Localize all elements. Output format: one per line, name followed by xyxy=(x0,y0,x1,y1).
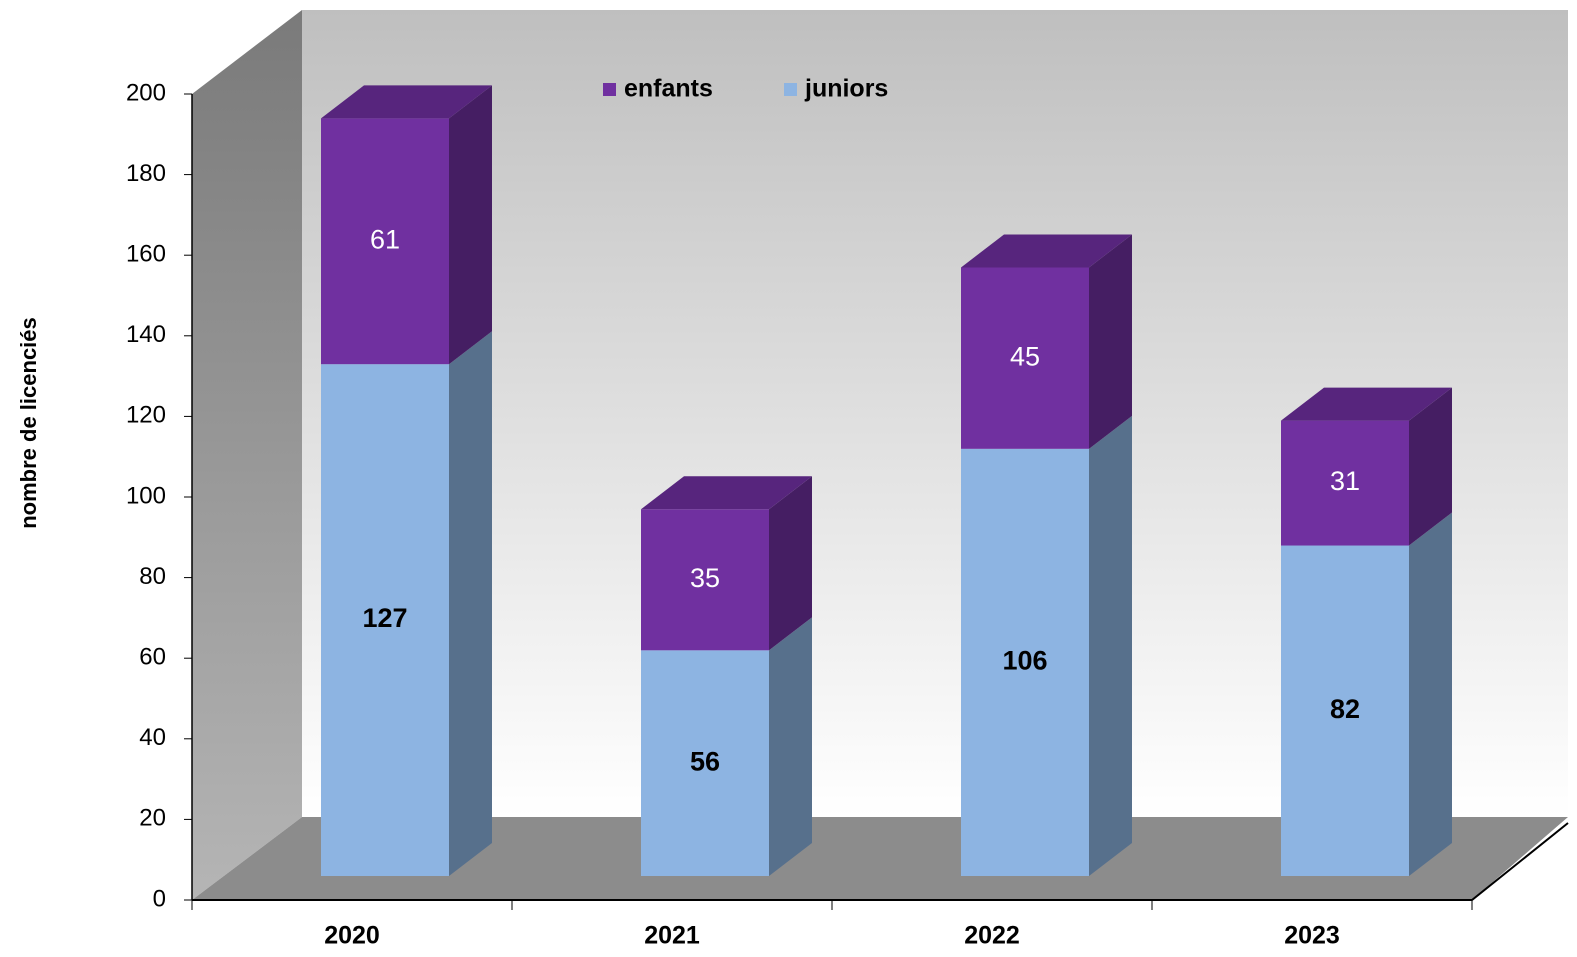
y-tick-label: 120 xyxy=(126,402,166,429)
bar xyxy=(641,650,769,876)
bar-side xyxy=(769,476,812,651)
bar xyxy=(1281,545,1409,876)
data-label: 61 xyxy=(370,224,400,254)
y-tick-label: 140 xyxy=(126,321,166,348)
bar-side xyxy=(1409,387,1452,546)
bar-top xyxy=(1281,387,1452,421)
legend-swatch xyxy=(603,83,616,96)
y-tick-label: 20 xyxy=(139,805,166,832)
bar-side xyxy=(1089,415,1132,876)
x-tick-label: 2022 xyxy=(964,922,1020,950)
data-label: 106 xyxy=(1002,646,1047,676)
bar-top xyxy=(321,85,492,119)
y-tick-label: 60 xyxy=(139,644,166,671)
bar-side xyxy=(1089,234,1132,449)
bar xyxy=(641,509,769,651)
y-tick-label: 200 xyxy=(126,79,166,106)
bar-side xyxy=(769,617,812,876)
bar xyxy=(1281,420,1409,546)
bar xyxy=(961,448,1089,876)
y-tick-label: 40 xyxy=(139,724,166,751)
legend-swatch xyxy=(784,83,797,96)
data-label: 56 xyxy=(690,746,720,776)
data-label: 127 xyxy=(362,603,407,633)
data-label: 82 xyxy=(1330,694,1360,724)
y-axis-label: nombre de licenciés xyxy=(16,317,41,529)
bar xyxy=(321,118,449,365)
data-label: 35 xyxy=(690,563,720,593)
bar-side xyxy=(1409,512,1452,876)
bar xyxy=(961,267,1089,449)
y-tick-label: 160 xyxy=(126,241,166,268)
legend-label: juniors xyxy=(804,75,888,103)
bar-top xyxy=(641,476,812,510)
y-tick-label: 0 xyxy=(153,885,166,912)
bar-side xyxy=(449,331,492,876)
floor xyxy=(192,817,1568,900)
x-tick-label: 2020 xyxy=(324,922,380,950)
bar-side xyxy=(449,85,492,365)
y-tick-label: 100 xyxy=(126,482,166,509)
plot-walls xyxy=(191,10,1569,910)
back-wall xyxy=(302,10,1568,817)
x-tick-label: 2023 xyxy=(1284,922,1340,950)
side-wall xyxy=(192,10,302,900)
data-label: 45 xyxy=(1010,341,1040,371)
bar-top xyxy=(961,234,1132,268)
bar xyxy=(321,364,449,876)
y-tick-label: 80 xyxy=(139,563,166,590)
data-label: 31 xyxy=(1330,466,1360,496)
legend-label: enfants xyxy=(624,75,713,103)
y-tick-label: 180 xyxy=(126,160,166,187)
x-tick-label: 2021 xyxy=(644,922,700,950)
